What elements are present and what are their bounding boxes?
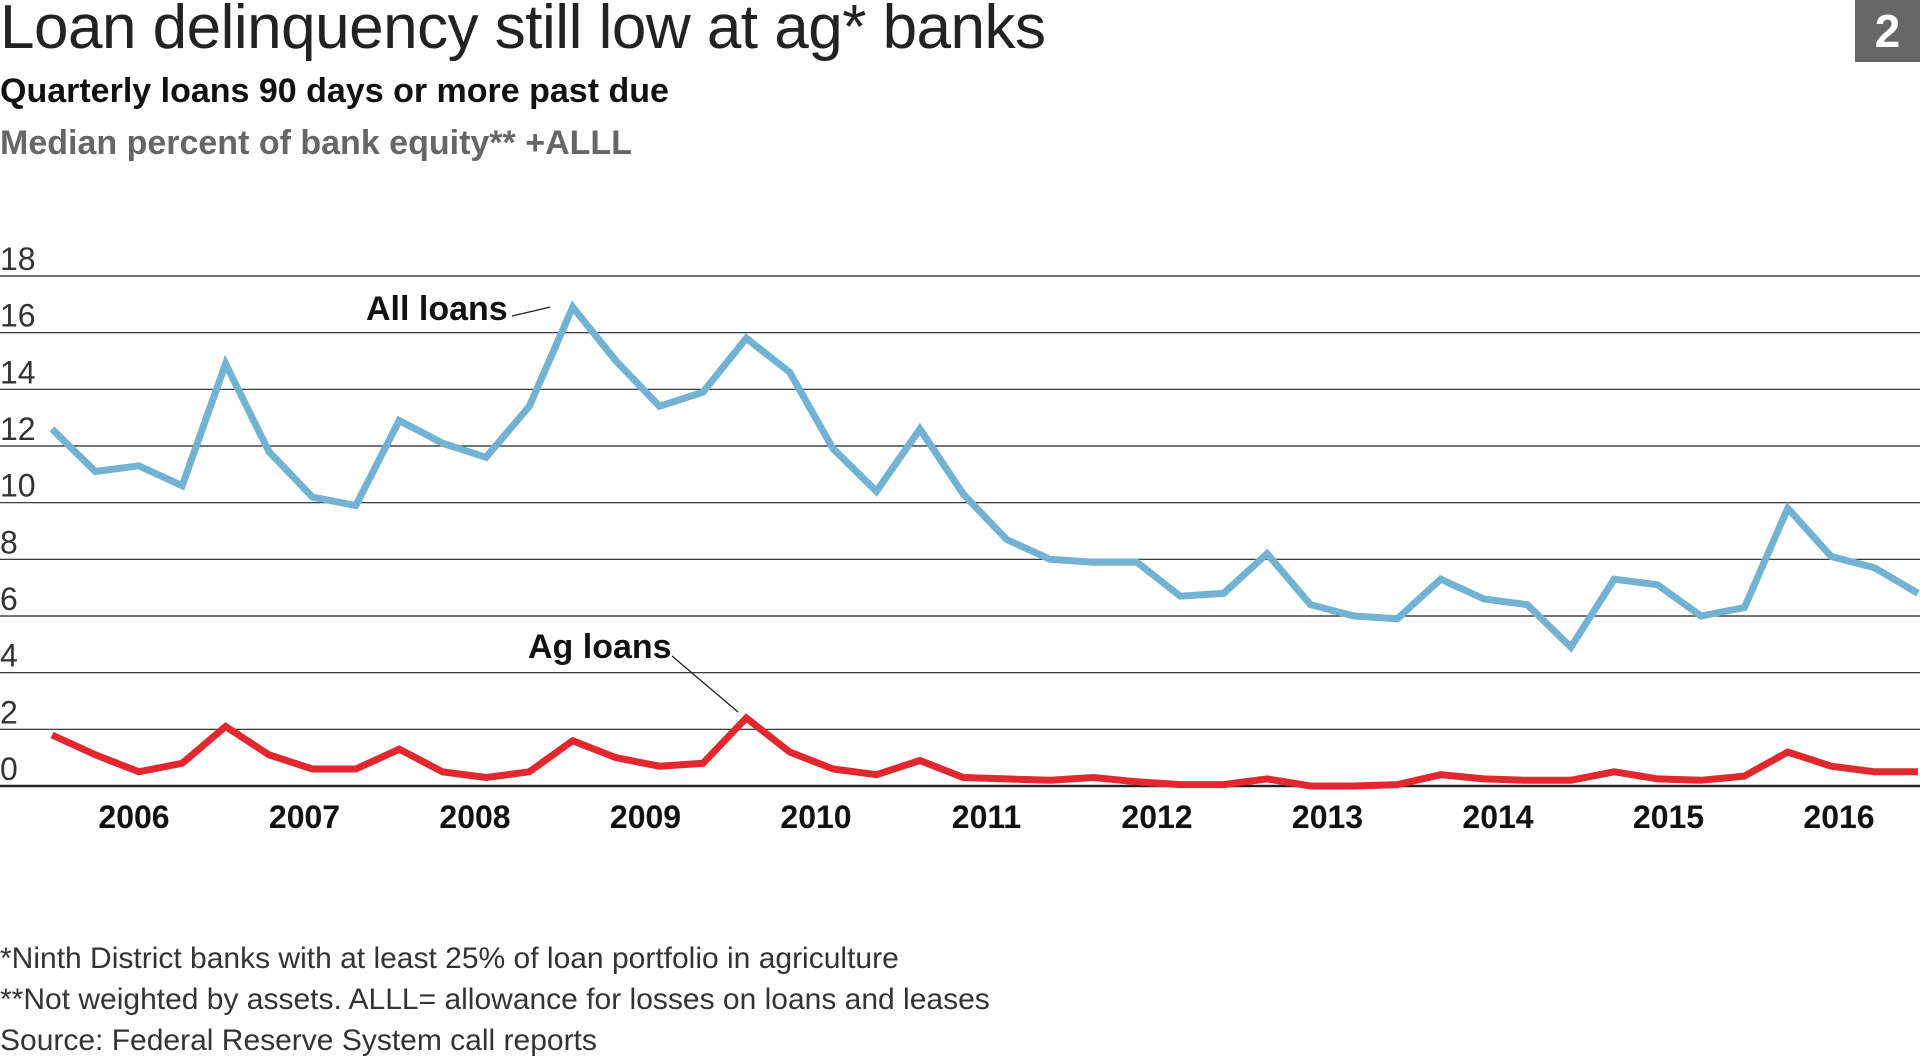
y-tick-label: 0 [0, 751, 18, 787]
x-tick-label-2013: 2013 [1292, 799, 1363, 835]
series-line-all-loans [49, 300, 1920, 653]
annotation-leader-ag-loans [671, 655, 739, 713]
annotation-label-all-loans: All loans [366, 290, 508, 328]
y-tick-label: 14 [0, 354, 36, 390]
y-tick-label: 2 [0, 694, 18, 730]
x-tick-label-2015: 2015 [1633, 799, 1704, 835]
footnote-source: Source: Federal Reserve System call repo… [0, 1024, 597, 1057]
y-tick-label: 4 [0, 638, 18, 674]
x-tick-label-2014: 2014 [1462, 799, 1533, 835]
series-line-ag-loans [50, 713, 1918, 790]
y-tick-label: 8 [0, 524, 18, 560]
chart-unit-subtitle: Median percent of bank equity** +ALLL [0, 124, 632, 162]
y-tick-label: 12 [0, 411, 36, 447]
y-tick-label: 6 [0, 581, 18, 617]
footnotes: *Ninth District banks with at least 25% … [0, 938, 990, 1060]
y-tick-label: 18 [0, 241, 36, 277]
y-tick-label: 10 [0, 468, 36, 504]
footnote-alll-definition: **Not weighted by assets. ALLL= allowanc… [0, 983, 990, 1016]
series-annotations: All loans Ag loans [366, 290, 739, 713]
y-tick-labels: 0 2 4 6 8 10 12 14 16 18 [0, 241, 36, 787]
x-tick-label-2012: 2012 [1121, 799, 1192, 835]
x-tick-labels: 2006 2007 2008 2009 2010 2011 2012 2013 2014 2015… [98, 799, 1874, 835]
x-tick-label-2010: 2010 [780, 799, 851, 835]
chart-subtitle: Quarterly loans 90 days or more past due [0, 72, 669, 110]
figure-number-badge: 2 [1855, 0, 1920, 62]
x-tick-label-2008: 2008 [439, 799, 510, 835]
grid-layer [0, 275, 1920, 788]
x-tick-label-2007: 2007 [269, 799, 340, 835]
x-tick-label-2006: 2006 [98, 799, 169, 835]
footnote-ag-definition: *Ninth District banks with at least 25% … [0, 942, 899, 975]
annotation-label-ag-loans: Ag loans [528, 628, 672, 666]
x-tick-label-2011: 2011 [952, 799, 1021, 835]
y-tick-label: 16 [0, 298, 36, 334]
series-lines [49, 300, 1920, 790]
annotation-leader-all-loans [511, 306, 551, 317]
x-tick-label-2016: 2016 [1803, 799, 1874, 835]
chart-title: Loan delinquency still low at ag* banks [0, 0, 1046, 62]
x-tick-label-2009: 2009 [610, 799, 681, 835]
